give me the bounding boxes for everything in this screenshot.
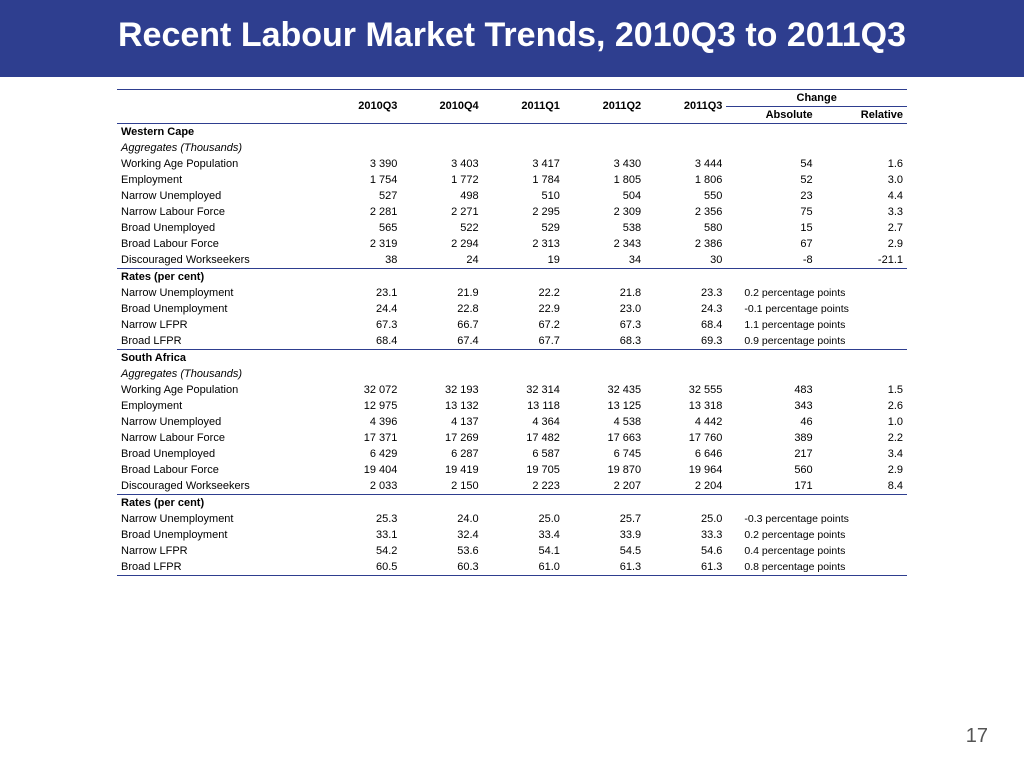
col-2010q3: 2010Q3 [320,89,401,123]
table-row: Narrow Unemployed4 3964 1374 3644 5384 4… [117,414,907,430]
table-row: Broad Unemployment24.422.822.923.024.3-0… [117,301,907,317]
table-row: Working Age Population32 07232 19332 314… [117,382,907,398]
table-row: Working Age Population3 3903 4033 4173 4… [117,156,907,172]
col-2011q3: 2011Q3 [645,89,726,123]
table-row: Broad Labour Force19 40419 41919 70519 8… [117,462,907,478]
table-row: Narrow Labour Force17 37117 26917 48217 … [117,430,907,446]
region-header: Western Cape [117,123,907,140]
aggregates-subheader: Aggregates (Thousands) [117,140,907,156]
table-row: Broad Labour Force2 3192 2942 3132 3432 … [117,236,907,252]
table-row: Discouraged Workseekers2 0332 1502 2232 … [117,478,907,495]
region-header: South Africa [117,349,907,366]
table-row: Broad Unemployed6 4296 2876 5876 7456 64… [117,446,907,462]
table-row: Narrow Labour Force2 2812 2712 2952 3092… [117,204,907,220]
col-change: Change [726,89,907,106]
slide-title: Recent Labour Market Trends, 2010Q3 to 2… [0,0,1024,77]
aggregates-subheader: Aggregates (Thousands) [117,366,907,382]
labour-market-table: 2010Q3 2010Q4 2011Q1 2011Q2 2011Q3 Chang… [117,89,907,576]
table-row: Narrow Unemployment23.121.922.221.823.30… [117,285,907,301]
rates-subheader: Rates (per cent) [117,268,907,285]
table-row: Narrow Unemployed527498510504550234.4 [117,188,907,204]
col-2011q1: 2011Q1 [483,89,564,123]
col-absolute: Absolute [726,106,816,123]
col-2011q2: 2011Q2 [564,89,645,123]
table-row: Broad LFPR68.467.467.768.369.30.9 percen… [117,333,907,350]
rates-subheader: Rates (per cent) [117,494,907,511]
table-row: Employment12 97513 13213 11813 12513 318… [117,398,907,414]
table-row: Broad Unemployed565522529538580152.7 [117,220,907,236]
data-table-container: 2010Q3 2010Q4 2011Q1 2011Q2 2011Q3 Chang… [117,89,907,576]
page-number: 17 [966,725,988,748]
table-row: Narrow LFPR54.253.654.154.554.60.4 perce… [117,543,907,559]
table-row: Employment1 7541 7721 7841 8051 806523.0 [117,172,907,188]
table-row: Broad LFPR60.560.361.061.361.30.8 percen… [117,559,907,576]
table-row: Narrow Unemployment25.324.025.025.725.0-… [117,511,907,527]
table-row: Broad Unemployment33.132.433.433.933.30.… [117,527,907,543]
table-row: Narrow LFPR67.366.767.267.368.41.1 perce… [117,317,907,333]
col-relative: Relative [817,106,907,123]
table-row: Discouraged Workseekers3824193430-8-21.1 [117,252,907,269]
col-2010q4: 2010Q4 [401,89,482,123]
